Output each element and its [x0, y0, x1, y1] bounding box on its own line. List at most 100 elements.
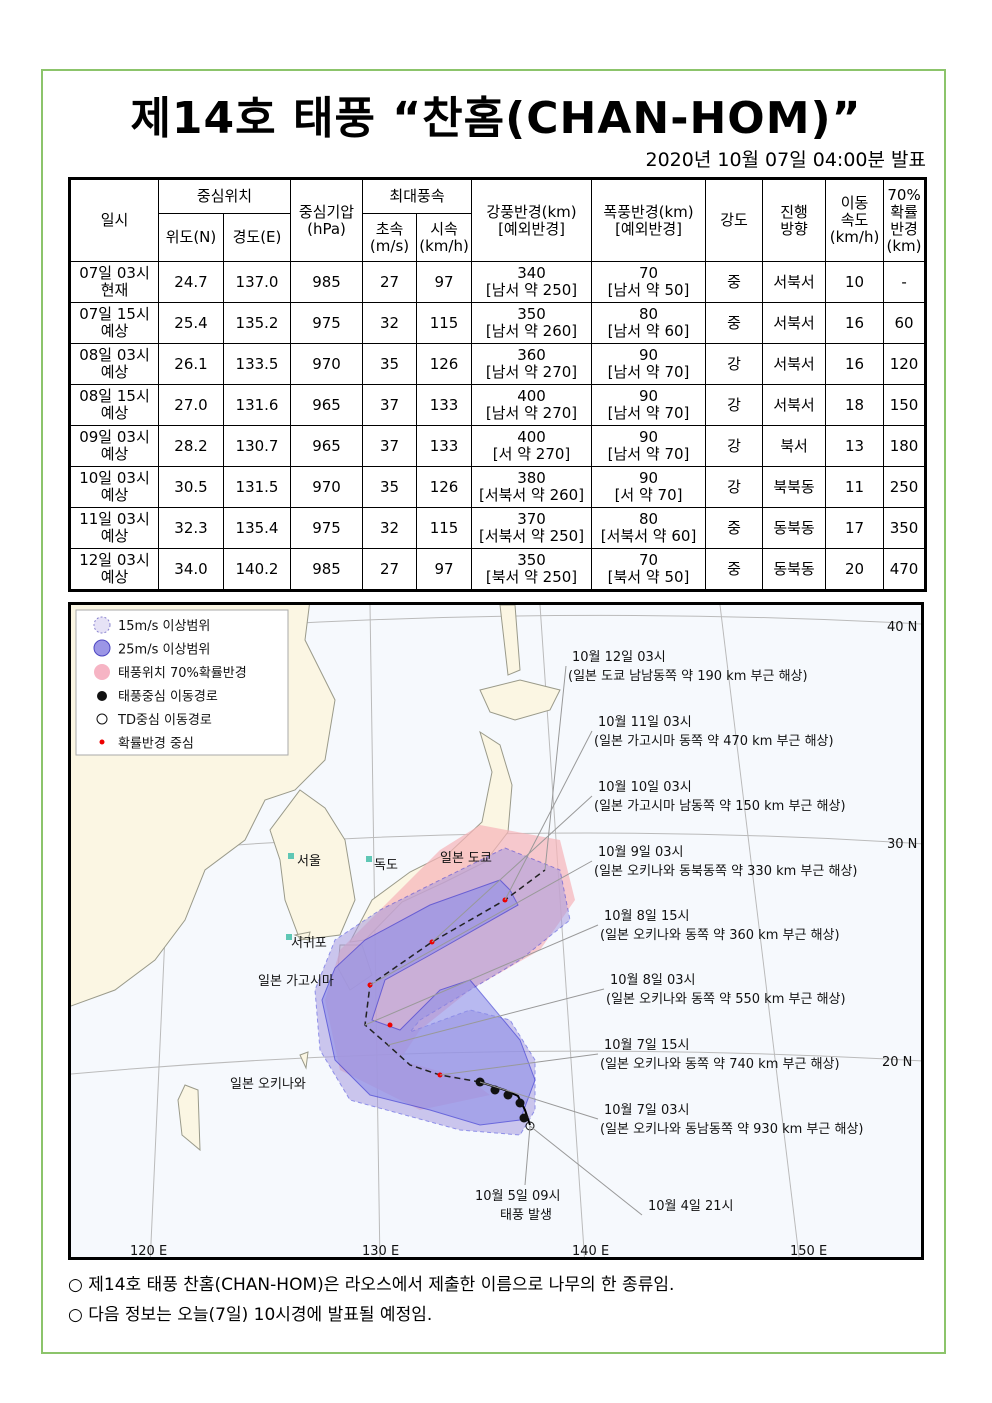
table-cell: 115 [416, 507, 473, 549]
table-cell: 11일 03시 예상 [69, 507, 159, 549]
lat-label: 30 N [887, 837, 917, 852]
table-cell: 32.3 [158, 507, 224, 549]
table-cell: 중 [705, 548, 764, 591]
annotation-date: 10월 10일 03시 [598, 780, 692, 795]
table-cell: 250 [883, 466, 927, 508]
leader-line [364, 924, 599, 1026]
header-cell: 70% 확률 반경 (km) [883, 178, 927, 262]
table-cell: 강 [705, 384, 764, 426]
table-cell: 35 [362, 466, 418, 508]
place-label: 일본 오키나와 [230, 1077, 306, 1092]
table-cell: 10일 03시 예상 [69, 466, 159, 508]
table-cell: 32 [362, 507, 418, 549]
legend-label: 25m/s 이상범위 [118, 643, 210, 658]
table-cell: 126 [416, 343, 473, 385]
table-cell: 37 [362, 425, 418, 467]
table-cell: 35 [362, 343, 418, 385]
annotation-desc: (일본 오키나와 동쪽 약 740 km 부근 해상) [600, 1057, 840, 1072]
table-cell: 70 [북서 약 50] [591, 548, 707, 591]
table-cell: 07일 15시 예상 [69, 302, 159, 344]
issued-time: 2020년 10월 07일 04:00분 발표 [645, 149, 926, 171]
table-cell: 133 [416, 425, 473, 467]
table-cell: 135.2 [222, 302, 292, 344]
table-row: 11일 03시 예상 32.3 135.4 975 32 115 370 [서북서 약 25… [69, 507, 927, 549]
annotation-desc: (일본 오키나와 동쪽 약 550 km 부근 해상) [606, 992, 846, 1007]
table-cell: 400 [남서 약 270] [471, 384, 593, 426]
table-cell: 975 [290, 302, 364, 344]
place-label: 일본 도쿄 [440, 851, 492, 866]
table-row: 12일 03시 예상 34.0 140.2 985 27 97 350 [북서 약 250]… [69, 548, 927, 591]
table-cell: 137.0 [222, 261, 292, 303]
header-cell: 진행 방향 [762, 178, 827, 262]
header-cell: 경도(E) [222, 213, 292, 262]
table-row: 10일 03시 예상 30.5 131.5 970 35 126 380 [서북서 약 26… [69, 466, 927, 508]
table-cell: 340 [남서 약 250] [471, 261, 593, 303]
annotation-desc: (일본 가고시마 남동쪽 약 150 km 부근 해상) [594, 799, 846, 814]
header-cell: 중심위치 [157, 178, 292, 214]
leader-line [369, 860, 593, 986]
table-cell: 16 [825, 343, 885, 385]
place-label: 서울 [297, 854, 321, 869]
lat-label: 40 N [887, 620, 917, 635]
table-cell: 서북서 [762, 343, 827, 385]
annotation-date: 10월 11일 03시 [598, 715, 692, 730]
table-cell: 24.7 [158, 261, 224, 303]
legend-symbol [96, 713, 108, 725]
table-cell: 985 [290, 548, 364, 591]
place-label: 일본 가고시마 [258, 974, 334, 989]
place-label: 독도 [374, 858, 398, 873]
table-cell: 350 [북서 약 250] [471, 548, 593, 591]
table-row: 07일 03시 현재 24.7 137.0 985 27 97 340 [남서 약 250]… [69, 261, 927, 303]
table-cell: 985 [290, 261, 364, 303]
table-cell: 120 [883, 343, 927, 385]
annotation-desc: (일본 도쿄 남남동쪽 약 190 km 부근 해상) [568, 669, 808, 684]
table-cell: 130.7 [222, 425, 292, 467]
table-cell: 97 [416, 261, 473, 303]
table-cell: 32 [362, 302, 418, 344]
lat-label: 20 N [882, 1055, 912, 1070]
table-cell: 18 [825, 384, 885, 426]
page-frame [41, 69, 946, 1354]
table-cell: 27 [362, 548, 418, 591]
leader-line [479, 1081, 599, 1120]
table-cell: 동북동 [762, 548, 827, 591]
leader-line [504, 730, 593, 901]
lon-label: 130 E [362, 1244, 399, 1257]
legend-label: 태풍중심 이동경로 [118, 690, 218, 705]
table-cell: 17 [825, 507, 885, 549]
forecast-table: 일시 중심위치 중심기압 (hPa) 최대풍속 강풍반경(km) [예외반경] … [68, 177, 928, 592]
table-cell: 동북동 [762, 507, 827, 549]
header-cell: 이동 속도 (km/h) [825, 178, 885, 262]
table-cell: 중 [705, 302, 764, 344]
header-cell: 중심기압 (hPa) [290, 178, 364, 262]
table-cell: 11 [825, 466, 885, 508]
table-cell: 28.2 [158, 425, 224, 467]
table-cell: 25.4 [158, 302, 224, 344]
annotation-date: 10월 5일 09시 [475, 1189, 561, 1204]
table-cell: 350 [남서 약 260] [471, 302, 593, 344]
annotation-date: 10월 9일 03시 [598, 845, 684, 860]
table-cell: 970 [290, 466, 364, 508]
table-row: 08일 15시 예상 27.0 131.6 965 37 133 400 [남서 약 270… [69, 384, 927, 426]
table-cell: 북서 [762, 425, 827, 467]
header-cell: 초속 (m/s) [362, 213, 418, 262]
table-cell: 965 [290, 384, 364, 426]
leader-line [524, 1125, 531, 1186]
table-cell: 37 [362, 384, 418, 426]
table-cell: 350 [883, 507, 927, 549]
annotation-date: 10월 7일 15시 [604, 1038, 690, 1053]
note: ○ 다음 정보는 오늘(7일) 10시경에 발표될 예정임. [68, 1305, 433, 1325]
table-cell: 970 [290, 343, 364, 385]
table-cell: 강 [705, 425, 764, 467]
annotation-desc: (일본 오키나와 동북동쪽 약 330 km 부근 해상) [594, 864, 857, 879]
table-cell: 133 [416, 384, 473, 426]
table-cell: 강 [705, 466, 764, 508]
header-cell: 강풍반경(km) [예외반경] [471, 178, 593, 262]
table-cell: 60 [883, 302, 927, 344]
table-cell: 20 [825, 548, 885, 591]
table-cell: 서북서 [762, 384, 827, 426]
legend-label: 확률반경 중심 [118, 737, 194, 752]
table-cell: 360 [남서 약 270] [471, 343, 593, 385]
table-cell: 12일 03시 예상 [69, 548, 159, 591]
leader-line [431, 795, 593, 943]
